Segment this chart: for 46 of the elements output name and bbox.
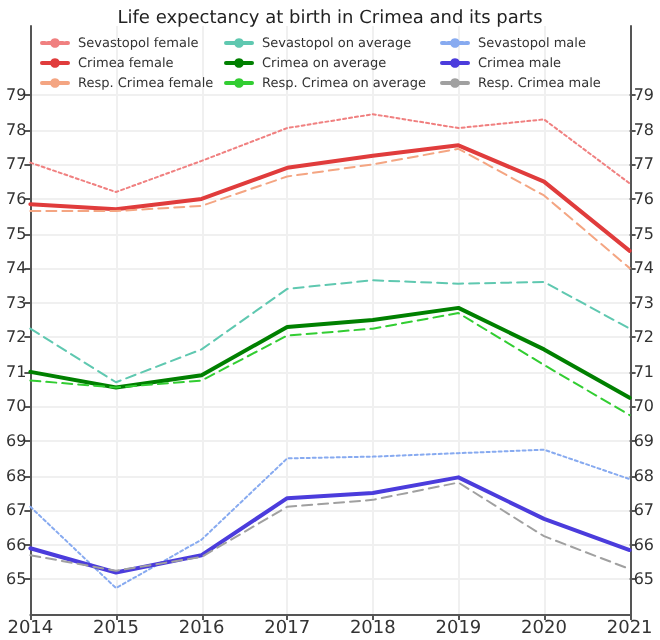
y2-tick-label: 78 xyxy=(633,120,655,139)
line-series xyxy=(29,147,631,270)
y-tick-label: 77 xyxy=(5,155,27,174)
line-series xyxy=(29,448,631,590)
y-tick-label: 76 xyxy=(5,189,27,208)
line-series xyxy=(28,305,632,400)
y2-tick-label: 76 xyxy=(633,189,655,208)
x-tick-label: 2016 xyxy=(178,619,226,639)
y-tick-label: 68 xyxy=(5,466,27,485)
x-tick-label: 2014 xyxy=(7,619,54,639)
x-tick-label: 2017 xyxy=(264,619,311,639)
y2-tick-label: 67 xyxy=(633,501,655,520)
y-tick-label: 66 xyxy=(5,535,27,554)
y-tick-label: 73 xyxy=(5,293,27,312)
y-tick-label: 79 xyxy=(5,86,27,105)
chart-title: Life expectancy at birth in Crimea and its parts xyxy=(117,9,544,29)
y2-tick-label: 77 xyxy=(633,155,655,174)
y-tick-label: 74 xyxy=(5,259,27,278)
y2-tick-label: 73 xyxy=(633,293,655,312)
y2-tick-label: 79 xyxy=(633,86,655,105)
line-series xyxy=(28,143,632,253)
y2-tick-label: 75 xyxy=(633,224,655,243)
y2-tick-label: 68 xyxy=(633,466,655,485)
y2-tick-label: 65 xyxy=(633,570,655,589)
y2-tick-label: 66 xyxy=(633,535,655,554)
y2-tick-label: 70 xyxy=(633,397,655,416)
y-tick-label: 67 xyxy=(5,501,27,520)
y2-tick-label: 72 xyxy=(633,328,655,347)
y2-tick-label: 74 xyxy=(633,259,655,278)
y2-tick-label: 69 xyxy=(633,432,655,451)
y-tick-label: 70 xyxy=(5,397,27,416)
y-tick-label: 69 xyxy=(5,432,27,451)
line-series xyxy=(29,279,631,384)
line-series xyxy=(29,312,631,417)
line-series xyxy=(29,113,631,194)
x-tick-label: 2019 xyxy=(435,619,482,639)
y2-tick-label: 71 xyxy=(633,362,655,381)
x-tick-label: 2015 xyxy=(93,619,139,639)
x-tick-label: 2021 xyxy=(606,619,653,639)
x-tick-label: 2020 xyxy=(521,619,568,639)
y-tick-label: 72 xyxy=(5,328,27,347)
y-tick-label: 65 xyxy=(5,570,27,589)
y-tick-label: 71 xyxy=(5,362,27,381)
x-tick-label: 2018 xyxy=(349,619,397,639)
y-tick-label: 75 xyxy=(5,224,27,243)
y-tick-label: 78 xyxy=(5,120,27,139)
